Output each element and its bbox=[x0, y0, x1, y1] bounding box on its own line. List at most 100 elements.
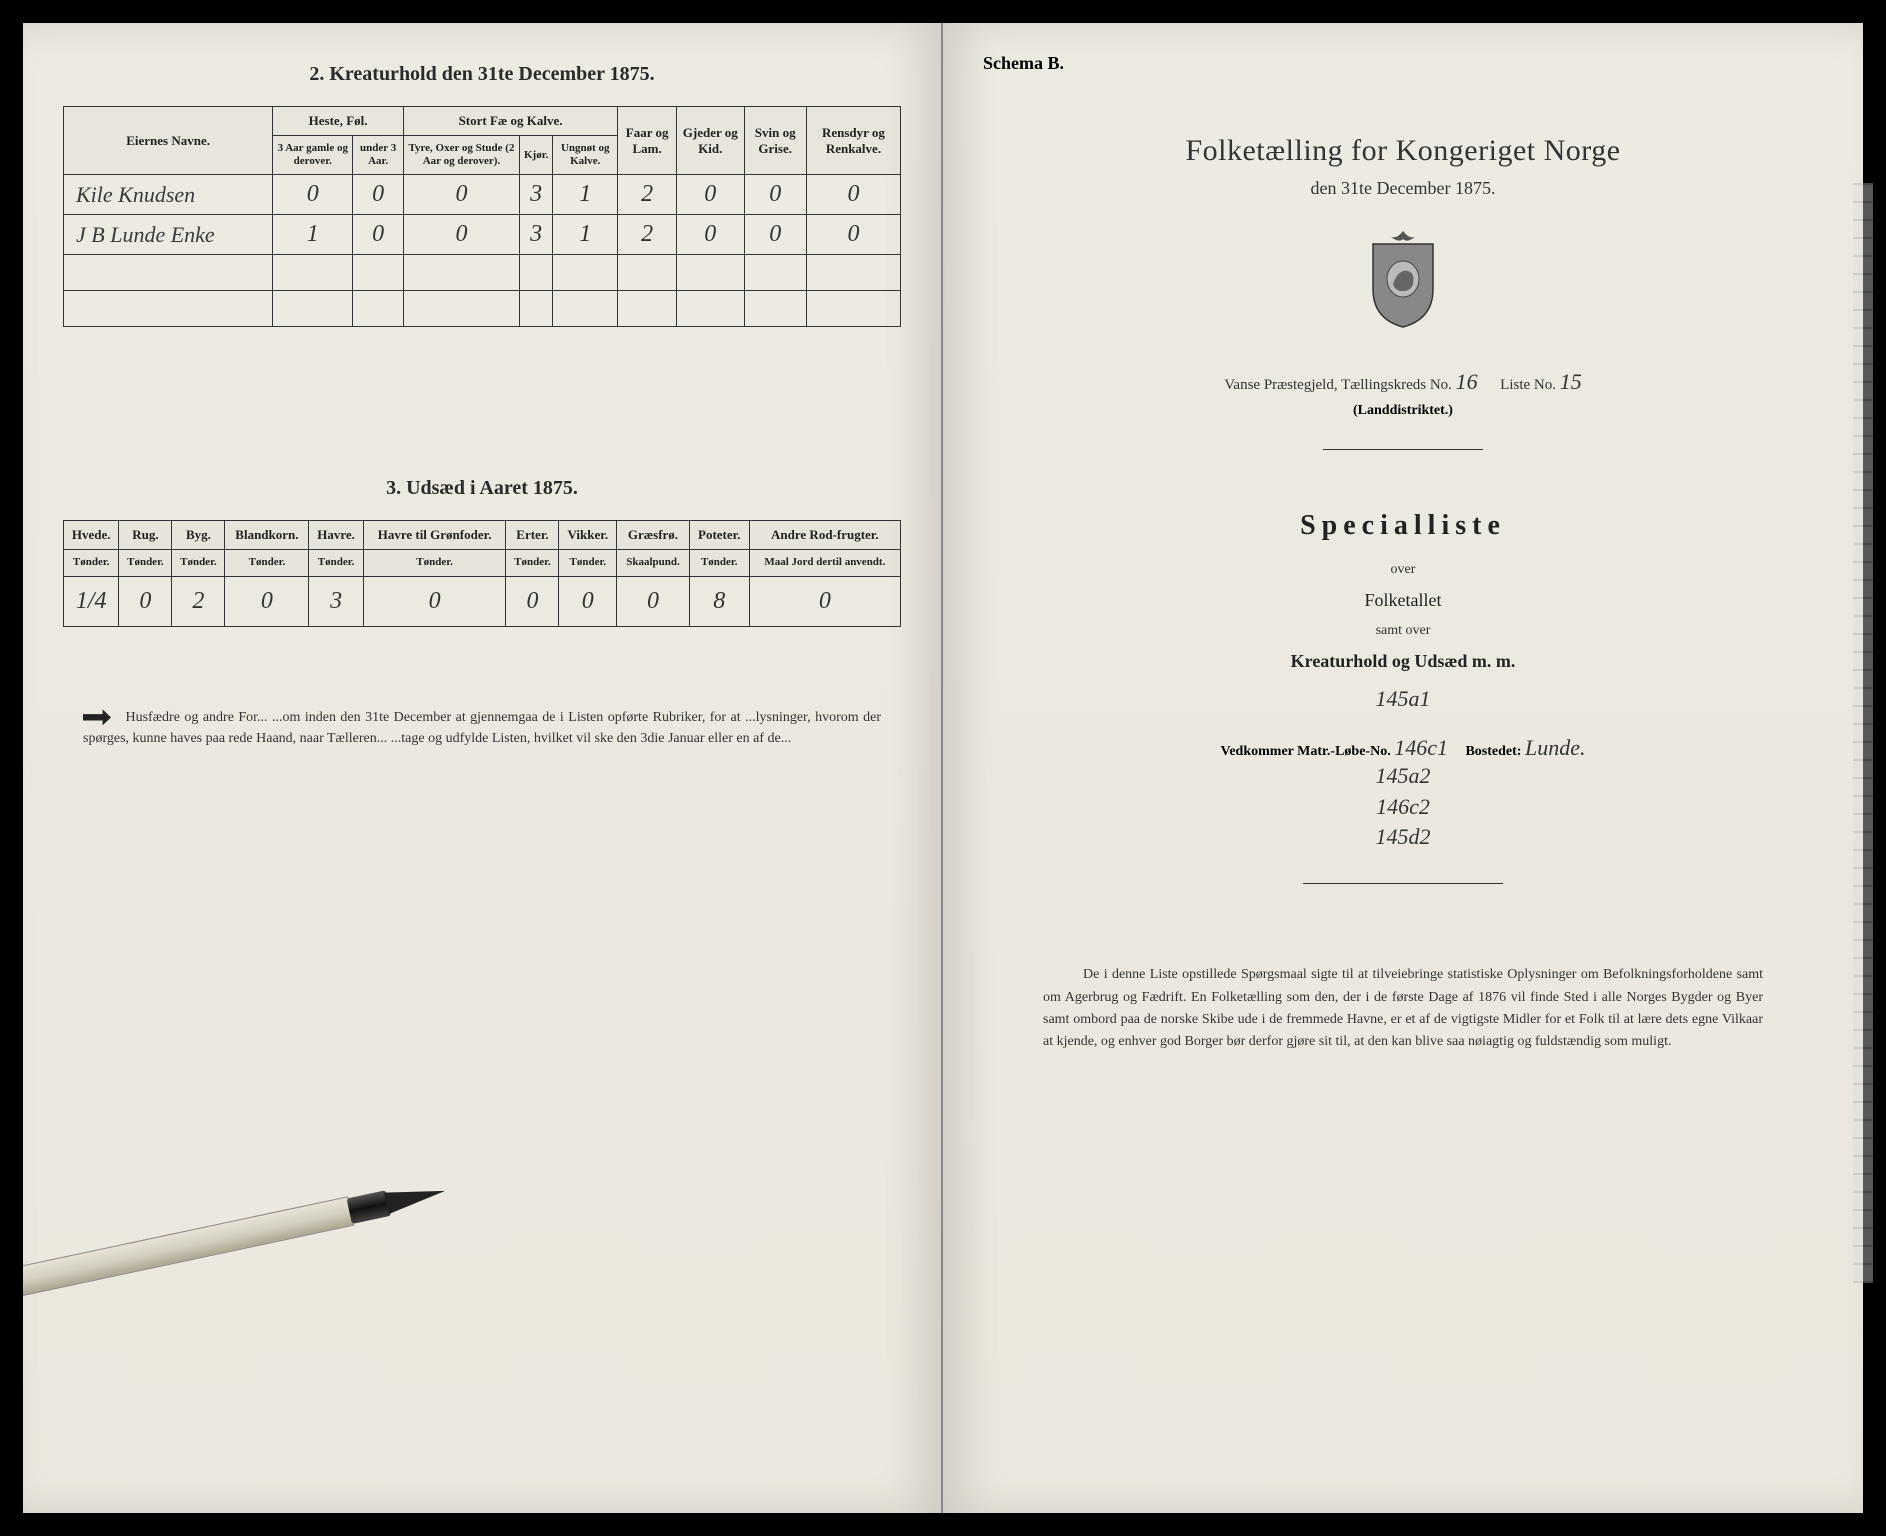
pencil-overlay bbox=[23, 1152, 474, 1315]
seed-col-subheader: Tønder. bbox=[119, 550, 172, 576]
cell-value: 0 bbox=[744, 175, 806, 215]
seed-col-header: Byg. bbox=[172, 521, 225, 550]
empty-cell bbox=[519, 291, 552, 327]
empty-cell bbox=[519, 255, 552, 291]
empty-cell bbox=[273, 255, 353, 291]
seed-col-header: Havre til Grønfoder. bbox=[363, 521, 506, 550]
cell-value: 0 bbox=[806, 215, 900, 255]
empty-cell bbox=[553, 291, 618, 327]
col-heste-sub1: 3 Aar gamle og derover. bbox=[273, 136, 353, 175]
matr-label: Vedkommer Matr.-Løbe-No. bbox=[1221, 744, 1391, 759]
empty-cell bbox=[353, 255, 404, 291]
empty-cell bbox=[677, 291, 744, 327]
main-title: Folketælling for Kongeriget Norge bbox=[983, 134, 1823, 168]
col-faar: Faar og Lam. bbox=[618, 107, 677, 175]
seed-value: 0 bbox=[119, 576, 172, 626]
section3-title: 3. Udsæd i Aaret 1875. bbox=[63, 477, 901, 500]
liste-no: 15 bbox=[1560, 369, 1582, 394]
col-rens: Rensdyr og Renkalve. bbox=[806, 107, 900, 175]
cell-value: 1 bbox=[553, 175, 618, 215]
folketallet-label: Folketallet bbox=[983, 590, 1823, 611]
footer-paragraph: De i denne Liste opstillede Spørgsmaal s… bbox=[983, 964, 1823, 1054]
col-stort-sub1: Tyre, Oxer og Stude (2 Aar og derover). bbox=[403, 136, 519, 175]
bostedet-value: Lunde. bbox=[1525, 735, 1586, 760]
seed-col-subheader: Tønder. bbox=[506, 550, 559, 576]
seed-value: 2 bbox=[172, 576, 225, 626]
matr-line: Vedkommer Matr.-Løbe-No. 146c1 Bostedet:… bbox=[983, 735, 1823, 761]
matr-num-extra-2: 146c2 bbox=[983, 792, 1823, 823]
seed-value: 1/4 bbox=[64, 576, 119, 626]
cell-value: 1 bbox=[273, 215, 353, 255]
cell-value: 0 bbox=[353, 175, 404, 215]
owner-name: Kile Knudsen bbox=[64, 175, 273, 215]
seed-value: 3 bbox=[309, 576, 363, 626]
prestegjelde-line: Vanse Præstegjeld, Tællingskreds No. 16 … bbox=[983, 369, 1823, 395]
liste-label: Liste No. bbox=[1500, 377, 1556, 393]
cell-value: 3 bbox=[519, 175, 552, 215]
empty-cell bbox=[64, 255, 273, 291]
livestock-table: Eiernes Navne. Heste, Føl. Stort Fæ og K… bbox=[63, 106, 901, 327]
matr-main: 146c1 bbox=[1394, 735, 1448, 760]
seed-value: 0 bbox=[363, 576, 506, 626]
prestegjelde-prefix: Vanse Præstegjeld, Tællingskreds No. bbox=[1224, 377, 1452, 393]
empty-cell bbox=[553, 255, 618, 291]
col-names: Eiernes Navne. bbox=[64, 107, 273, 175]
empty-cell bbox=[618, 255, 677, 291]
table-row-empty bbox=[64, 255, 901, 291]
col-svin: Svin og Grise. bbox=[744, 107, 806, 175]
empty-cell bbox=[806, 291, 900, 327]
table-row: J B Lunde Enke100312000 bbox=[64, 215, 901, 255]
divider bbox=[1323, 449, 1483, 450]
seed-col-header: Blandkorn. bbox=[225, 521, 309, 550]
seed-col-header: Poteter. bbox=[689, 521, 749, 550]
matr-num-extra-1: 145a2 bbox=[983, 761, 1823, 792]
cell-value: 0 bbox=[677, 175, 744, 215]
cell-value: 0 bbox=[403, 215, 519, 255]
right-page: Schema B. Folketælling for Kongeriget No… bbox=[943, 23, 1863, 1513]
seed-table: Hvede.Rug.Byg.Blandkorn.Havre.Havre til … bbox=[63, 520, 901, 626]
seed-value: 0 bbox=[225, 576, 309, 626]
empty-cell bbox=[64, 291, 273, 327]
col-heste: Heste, Føl. bbox=[273, 107, 404, 136]
cell-value: 0 bbox=[744, 215, 806, 255]
empty-cell bbox=[273, 291, 353, 327]
seed-col-subheader: Tønder. bbox=[363, 550, 506, 576]
owner-name: J B Lunde Enke bbox=[64, 215, 273, 255]
seed-col-subheader: Tønder. bbox=[225, 550, 309, 576]
cell-value: 0 bbox=[353, 215, 404, 255]
cell-value: 0 bbox=[806, 175, 900, 215]
col-stort-sub3: Ungnøt og Kalve. bbox=[553, 136, 618, 175]
specialliste-title: Specialliste bbox=[983, 510, 1823, 542]
samt-label: samt over bbox=[983, 623, 1823, 639]
seed-col-header: Andre Rod-frugter. bbox=[749, 521, 900, 550]
divider-2 bbox=[1303, 883, 1503, 884]
empty-cell bbox=[806, 255, 900, 291]
left-page: 2. Kreaturhold den 31te December 1875. E… bbox=[23, 23, 943, 1513]
pointing-hand-icon bbox=[83, 709, 111, 725]
empty-cell bbox=[353, 291, 404, 327]
section2-title: 2. Kreaturhold den 31te December 1875. bbox=[63, 63, 901, 86]
schema-label: Schema B. bbox=[983, 53, 1823, 74]
col-stort: Stort Fæ og Kalve. bbox=[403, 107, 617, 136]
kreatur-label: Kreaturhold og Udsæd m. m. bbox=[983, 651, 1823, 672]
seed-col-header: Græsfrø. bbox=[617, 521, 690, 550]
seed-col-header: Hvede. bbox=[64, 521, 119, 550]
seed-col-header: Havre. bbox=[309, 521, 363, 550]
table-row: Kile Knudsen000312000 bbox=[64, 175, 901, 215]
seed-value: 8 bbox=[689, 576, 749, 626]
seed-col-subheader: Tønder. bbox=[64, 550, 119, 576]
seed-col-subheader: Tønder. bbox=[309, 550, 363, 576]
seed-value: 0 bbox=[559, 576, 617, 626]
seed-col-subheader: Tønder. bbox=[559, 550, 617, 576]
table-row-empty bbox=[64, 291, 901, 327]
seed-col-subheader: Skaalpund. bbox=[617, 550, 690, 576]
seed-col-subheader: Tønder. bbox=[689, 550, 749, 576]
seed-value: 0 bbox=[617, 576, 690, 626]
page-edge-bleed bbox=[1853, 183, 1873, 1283]
land-label: (Landdistriktet.) bbox=[983, 403, 1823, 419]
over-label: over bbox=[983, 562, 1823, 578]
seed-col-subheader: Tønder. bbox=[172, 550, 225, 576]
empty-cell bbox=[403, 255, 519, 291]
empty-cell bbox=[677, 255, 744, 291]
col-heste-sub2: under 3 Aar. bbox=[353, 136, 404, 175]
